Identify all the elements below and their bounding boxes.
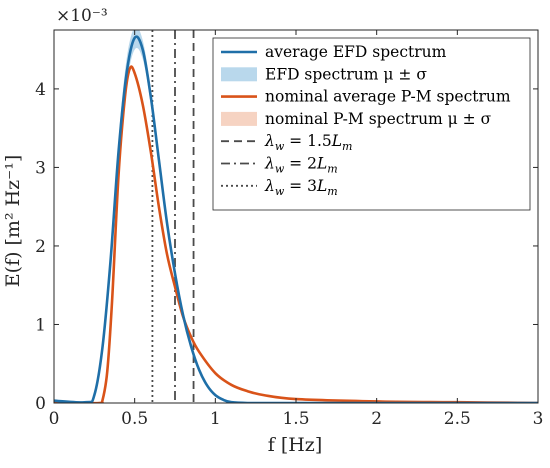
x-tick-label: 0	[49, 409, 60, 429]
y-tick-label: 3	[35, 158, 46, 178]
x-tick-label: 2	[371, 409, 382, 429]
pm-average-line	[54, 65, 538, 403]
y-exponent-label: ×10⁻³	[56, 6, 108, 26]
legend-label-pm-band: nominal P-M spectrum μ ± σ	[265, 110, 492, 128]
legend-box	[212, 37, 531, 211]
y-tick-label: 0	[35, 394, 46, 414]
x-tick-label: 1.5	[282, 409, 309, 429]
legend-swatch-efd-band	[221, 67, 257, 82]
y-axis-label: E(f) [m² Hz⁻¹]	[2, 155, 24, 288]
x-tick-label: 2.5	[444, 409, 471, 429]
x-tick-label: 1	[210, 409, 221, 429]
legend: average EFD spectrum EFD spectrum μ ± σ no…	[212, 37, 531, 211]
x-tick-label: 0.5	[121, 409, 148, 429]
legend-label-efd-band: EFD spectrum μ ± σ	[265, 65, 427, 83]
legend-label-pm-average: nominal average P-M spectrum	[265, 88, 511, 106]
y-tick-label: 2	[35, 237, 46, 257]
y-tick-label: 1	[35, 315, 46, 335]
legend-label-vline-2: λw = 2Lm	[264, 155, 338, 176]
x-axis-label: f [Hz]	[268, 434, 322, 456]
y-tick-label: 4	[35, 80, 46, 100]
axis-ticks: 0 0.5 1 1.5 2 2.5 3 0 1 2 3 4	[35, 30, 543, 429]
legend-label-vline-1: λw = 1.5Lm	[264, 132, 352, 153]
legend-swatch-pm-band	[221, 111, 257, 126]
x-tick-label: 3	[533, 409, 544, 429]
legend-label-vline-3: λw = 3Lm	[264, 177, 338, 198]
legend-label-efd-average: average EFD spectrum	[265, 43, 447, 61]
